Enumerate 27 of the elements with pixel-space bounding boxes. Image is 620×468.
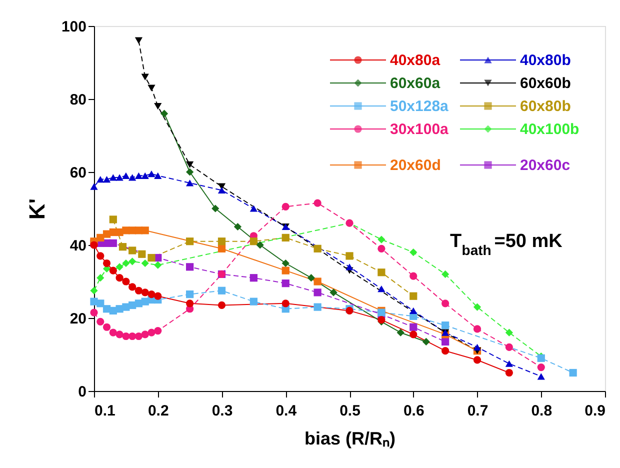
y-tick-label: 40 xyxy=(70,238,86,254)
x-tick-label: 0.9 xyxy=(584,402,606,420)
legend-label: 20x60c xyxy=(520,157,570,174)
x-tick-label: 0.5 xyxy=(340,402,360,420)
x-tick-label: 0.4 xyxy=(276,402,298,420)
legend-label: 60x80b xyxy=(520,98,571,115)
y-tick-label: 80 xyxy=(70,92,86,108)
legend-label: 40x100b xyxy=(520,121,580,138)
y-axis-title: K' xyxy=(24,198,50,220)
y-tick-label: 0 xyxy=(78,384,86,400)
x-tick-label: 0.1 xyxy=(94,402,116,420)
legend-label: 50x128a xyxy=(390,98,450,115)
legend-label: 30x100a xyxy=(390,121,450,138)
x-axis-title: bias (R/Rₙ) xyxy=(304,428,396,448)
legend-label: 40x80a xyxy=(390,52,441,69)
x-tick-label: 0.7 xyxy=(467,402,488,420)
legend-label: 20x60d xyxy=(390,157,441,174)
y-tick-label: 100 xyxy=(61,18,86,36)
legend-label: 40x80b xyxy=(520,52,571,69)
x-tick-label: 0.3 xyxy=(212,402,233,420)
legend-label: 60x60b xyxy=(520,75,571,92)
legend-label: 60x60a xyxy=(390,75,441,92)
x-tick-label: 0.6 xyxy=(403,402,424,420)
y-tick-label: 60 xyxy=(70,164,86,182)
x-tick-label: 0.8 xyxy=(531,402,552,420)
y-tick-label: 20 xyxy=(70,310,86,328)
x-tick-label: 0.2 xyxy=(148,402,169,420)
